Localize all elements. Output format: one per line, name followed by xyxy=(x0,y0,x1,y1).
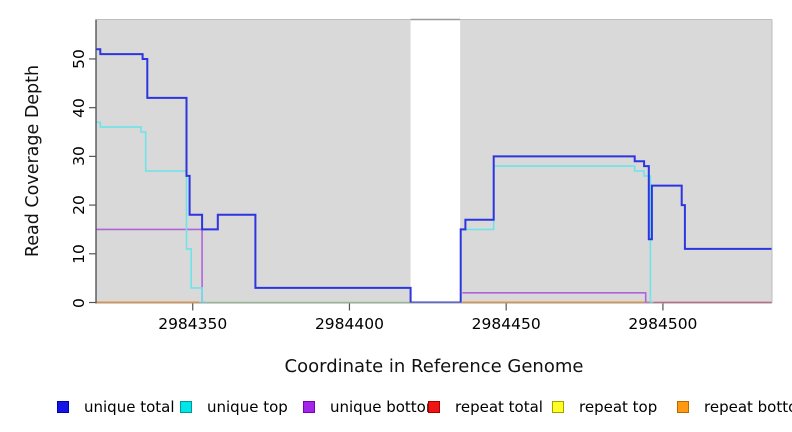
y-axis-title: Read Coverage Depth xyxy=(23,64,43,258)
legend-item-unique-bottom: unique bottom xyxy=(303,396,440,418)
legend-swatch-unique-top xyxy=(180,401,192,413)
legend-swatch-repeat-total xyxy=(428,401,440,413)
legend-label: repeat top xyxy=(579,398,658,416)
legend-label: unique top xyxy=(207,398,288,416)
legend-item-unique-total: unique total xyxy=(57,396,175,418)
y-tick-label: 0 xyxy=(70,297,88,308)
y-tick-label: 40 xyxy=(70,97,88,118)
legend-swatch-unique-bottom xyxy=(303,401,315,413)
legend-label: unique total xyxy=(84,398,175,416)
gap-region xyxy=(410,19,461,303)
series-unique-top-line xyxy=(96,121,207,304)
legend-item-repeat-total: repeat total xyxy=(428,396,543,418)
legend-label: repeat bottom xyxy=(704,398,792,416)
y-tick-label: 30 xyxy=(70,146,88,167)
x-axis-title: Coordinate in Reference Genome xyxy=(284,356,584,377)
legend-item-repeat-bottom: repeat bottom xyxy=(677,396,792,418)
legend-swatch-repeat-bottom xyxy=(677,401,689,413)
x-tick-label: 2984450 xyxy=(471,315,541,333)
legend-swatch-unique-total xyxy=(57,401,69,413)
legend-item-unique-top: unique top xyxy=(180,396,288,418)
y-tick-label: 50 xyxy=(70,49,88,69)
legend-item-repeat-top: repeat top xyxy=(552,396,657,418)
y-tick-label: 10 xyxy=(70,243,88,264)
x-tick-label: 2984500 xyxy=(628,315,698,333)
legend-label: repeat total xyxy=(455,398,543,416)
legend: unique total unique top unique bottom repea… xyxy=(0,396,792,422)
x-tick-label: 2984350 xyxy=(158,315,228,333)
y-tick-label: 20 xyxy=(70,195,88,215)
x-tick-label: 2984400 xyxy=(314,315,384,333)
legend-label: unique bottom xyxy=(330,398,441,416)
legend-swatch-repeat-top xyxy=(552,401,564,413)
